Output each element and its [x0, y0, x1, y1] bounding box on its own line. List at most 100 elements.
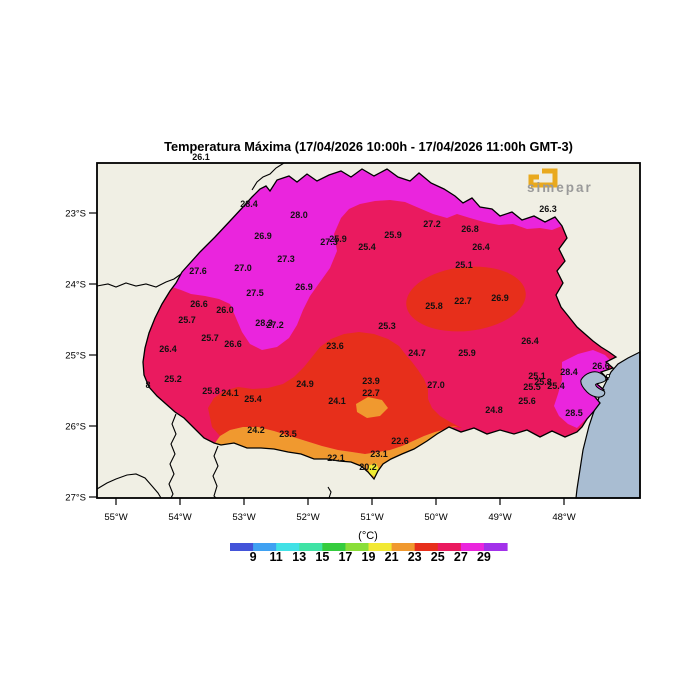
river-lines	[96, 162, 332, 499]
temp-label: 28.3	[255, 318, 273, 328]
contour-orange-central-patch	[356, 397, 388, 418]
colorbar-segment	[276, 543, 300, 551]
colorbar-segment	[299, 543, 323, 551]
colorbar-value: 21	[385, 550, 399, 564]
contour-bands	[172, 169, 613, 479]
lon-tick-label: 54°W	[168, 512, 191, 523]
temperature-labels: 26.1 28.4 28.0 26.9 27.3 27.6 27.0 27.5 26.6 26.0…	[145, 152, 609, 472]
temp-label: 22.1	[327, 453, 345, 463]
temp-label: 8	[145, 380, 150, 390]
latitude-axis: 23°S 24°S 25°S 26°S 27°S	[65, 209, 97, 504]
temp-label: 25.8	[534, 377, 552, 387]
lon-tick-label: 51°W	[360, 512, 383, 523]
temp-label: 26.3	[539, 204, 557, 214]
colorbar-segment	[437, 543, 462, 551]
colorbar-segment	[230, 543, 254, 551]
colorbar-segment	[253, 543, 277, 551]
river-paranapanema-west	[96, 273, 182, 288]
lat-tick-label: 24°S	[65, 280, 86, 291]
temp-label: 28.5	[565, 408, 583, 418]
temp-label: 20.2	[359, 462, 377, 472]
temp-label: 27.3	[320, 237, 338, 247]
temp-label: 25.4	[358, 242, 376, 252]
colorbar-segment	[322, 543, 347, 551]
temp-label: 23.9	[362, 376, 380, 386]
temp-label: 23.1	[370, 449, 388, 459]
temp-label: 27.3	[277, 254, 295, 264]
map-frame-border	[96, 162, 641, 499]
colorbar-value: 15	[315, 550, 329, 564]
contour-magenta-northwest	[172, 169, 562, 350]
temp-label: 25.7	[201, 333, 219, 343]
temp-label: 24.1	[328, 396, 346, 406]
temp-label: 24.7	[408, 348, 426, 358]
temp-label: 26.9	[254, 231, 272, 241]
river-iguazu	[96, 473, 162, 499]
colorbar-value: 25	[431, 550, 445, 564]
colorbar-value: 27	[454, 550, 468, 564]
lon-tick-label: 50°W	[424, 512, 447, 523]
colorbar-segment	[391, 543, 416, 551]
contour-orange-south-band	[215, 426, 458, 479]
lon-tick-label: 48°W	[552, 512, 575, 523]
temp-label: 22.6	[391, 436, 409, 446]
simepar-logo-icon	[528, 168, 558, 188]
colorbar-value: 11	[270, 550, 283, 564]
lon-tick-label: 55°W	[104, 512, 127, 523]
contour-magenta-coast	[554, 350, 613, 428]
temp-label: 23.6	[326, 341, 344, 351]
map-title: Temperatura Máxima (17/04/2026 10:00h - …	[164, 139, 573, 154]
temp-label: 26.0	[216, 305, 234, 315]
temp-label: 25.2	[164, 374, 182, 384]
temp-label: 25.6	[518, 396, 536, 406]
temp-label: 26.1	[192, 152, 210, 162]
temp-label: 24.9	[296, 379, 314, 389]
temp-label: 27.2	[423, 219, 441, 229]
colorbar-value: 13	[292, 550, 306, 564]
temp-label: 24.1	[221, 388, 239, 398]
river-southwest-2	[212, 445, 219, 499]
contour-red-central	[208, 332, 462, 454]
lon-tick-label: 52°W	[296, 512, 319, 523]
temp-label: 28.4	[240, 199, 258, 209]
temp-label: 26.6	[592, 361, 610, 371]
paranagua-bay	[580, 371, 607, 398]
lat-tick-label: 26°S	[65, 422, 86, 433]
lat-tick-label: 23°S	[65, 209, 86, 220]
atlantic-ocean	[575, 351, 641, 499]
temp-label: 27.2	[266, 320, 284, 330]
lat-tick-label: 27°S	[65, 493, 86, 504]
colorbar: 9 11 13 15 17 19 21 23 25 27 29	[230, 543, 508, 564]
temp-label: 25.8	[202, 386, 220, 396]
colorbar-value: 19	[362, 550, 376, 564]
temp-label: 27.5	[246, 288, 264, 298]
temp-label: 26.6	[190, 299, 208, 309]
temp-label: 26.4	[521, 336, 539, 346]
river-southwest-1	[168, 413, 177, 499]
colorbar-value: 9	[250, 550, 257, 564]
colorbar-segment	[414, 543, 439, 551]
temp-label: 25.9	[458, 348, 476, 358]
simepar-logo-text: simepar	[527, 180, 593, 195]
contour-red-northeast	[406, 266, 526, 332]
temp-label: 27.6	[189, 266, 207, 276]
colorbar-value: 23	[408, 550, 422, 564]
temp-label: 25.9	[329, 234, 347, 244]
temp-label: 25.5	[523, 382, 541, 392]
temp-label: 26.4	[159, 344, 177, 354]
colorbar-value: 17	[338, 550, 352, 564]
temp-label: 26.6	[224, 339, 242, 349]
temp-label: 25.1	[455, 260, 473, 270]
temp-label: 26.4	[472, 242, 490, 252]
temp-label: 28.4	[560, 367, 578, 377]
temp-label: 24.8	[485, 405, 503, 415]
temp-label: 28.0	[290, 210, 308, 220]
colorbar-unit-label: (°C)	[358, 530, 378, 542]
temp-label: 25.4	[547, 381, 565, 391]
temp-label: 26.9	[295, 282, 313, 292]
colorbar-segment	[345, 543, 370, 551]
colorbar-segment	[368, 543, 393, 551]
temp-label: 25.9	[384, 230, 402, 240]
